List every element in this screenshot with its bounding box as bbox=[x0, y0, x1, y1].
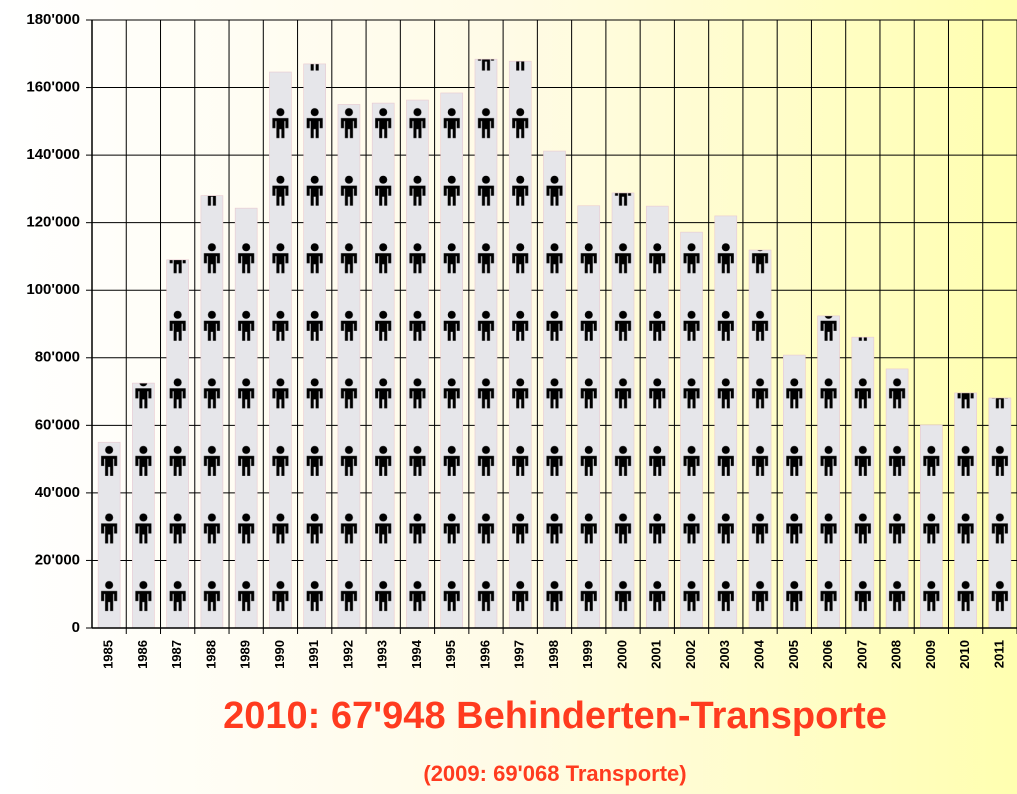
bar bbox=[748, 249, 772, 629]
bar bbox=[406, 99, 429, 629]
x-tick-label: 1987 bbox=[169, 640, 184, 669]
bar bbox=[234, 207, 258, 629]
x-tick-label: 2004 bbox=[751, 639, 766, 669]
bar bbox=[680, 231, 703, 629]
x-tick-label: 2008 bbox=[889, 640, 904, 669]
x-tick-label: 2007 bbox=[854, 640, 869, 669]
x-tick-label: 2002 bbox=[683, 640, 698, 669]
bar bbox=[269, 71, 292, 629]
bar bbox=[166, 259, 189, 629]
bar bbox=[920, 424, 943, 629]
y-tick-label: 60'000 bbox=[35, 416, 80, 433]
bar bbox=[714, 215, 738, 629]
y-tick-label: 20'000 bbox=[35, 551, 80, 568]
x-tick-label: 1995 bbox=[443, 640, 458, 669]
chart-subtitle: (2009: 69'068 Transporte) bbox=[423, 761, 686, 786]
x-tick-label: 1990 bbox=[272, 640, 287, 669]
y-tick-label: 160'000 bbox=[26, 79, 80, 96]
y-tick-label: 40'000 bbox=[35, 484, 80, 501]
x-tick-label: 2003 bbox=[717, 640, 732, 669]
bar bbox=[440, 92, 464, 629]
bar bbox=[337, 104, 361, 629]
bar bbox=[817, 315, 840, 629]
x-tick-label: 1989 bbox=[238, 640, 253, 669]
bar bbox=[577, 205, 601, 629]
x-tick-label: 2000 bbox=[614, 640, 629, 669]
chart-title: 2010: 67'948 Behinderten-Transporte bbox=[223, 695, 887, 737]
y-tick-label: 100'000 bbox=[26, 281, 80, 298]
y-tick-label: 140'000 bbox=[26, 146, 80, 163]
x-tick-label: 1996 bbox=[477, 640, 492, 669]
y-tick-label: 0 bbox=[72, 619, 80, 636]
x-tick-label: 1988 bbox=[203, 640, 218, 669]
x-tick-label: 1993 bbox=[375, 640, 390, 669]
x-tick-label: 1985 bbox=[101, 640, 116, 669]
bar bbox=[611, 192, 635, 629]
x-tick-label: 1991 bbox=[306, 640, 321, 669]
bar bbox=[783, 354, 806, 629]
x-tick-label: 2009 bbox=[923, 640, 938, 669]
x-tick-label: 1999 bbox=[580, 640, 595, 669]
bar bbox=[132, 382, 155, 629]
bar bbox=[508, 60, 532, 629]
bar bbox=[371, 102, 395, 629]
x-tick-label: 2001 bbox=[649, 640, 664, 669]
bar bbox=[97, 441, 121, 629]
x-tick-label: 2006 bbox=[820, 640, 835, 669]
x-tick-label: 2005 bbox=[786, 640, 801, 669]
bar bbox=[543, 150, 566, 629]
bar bbox=[303, 63, 326, 629]
bar bbox=[200, 195, 224, 629]
y-tick-label: 120'000 bbox=[26, 214, 80, 231]
bar bbox=[885, 368, 909, 629]
x-tick-label: 2011 bbox=[991, 640, 1006, 668]
x-tick-label: 2010 bbox=[957, 640, 972, 669]
bar bbox=[954, 392, 977, 629]
bar bbox=[988, 397, 1012, 629]
x-tick-label: 1997 bbox=[512, 640, 527, 669]
y-tick-label: 80'000 bbox=[35, 349, 80, 366]
y-tick-label: 180'000 bbox=[26, 11, 80, 28]
x-tick-label: 1994 bbox=[409, 639, 424, 669]
bar bbox=[851, 336, 875, 629]
x-tick-label: 1998 bbox=[546, 640, 561, 669]
bar bbox=[645, 205, 669, 629]
bar bbox=[474, 58, 498, 629]
x-tick-label: 1992 bbox=[340, 640, 355, 669]
x-tick-label: 1986 bbox=[135, 640, 150, 669]
